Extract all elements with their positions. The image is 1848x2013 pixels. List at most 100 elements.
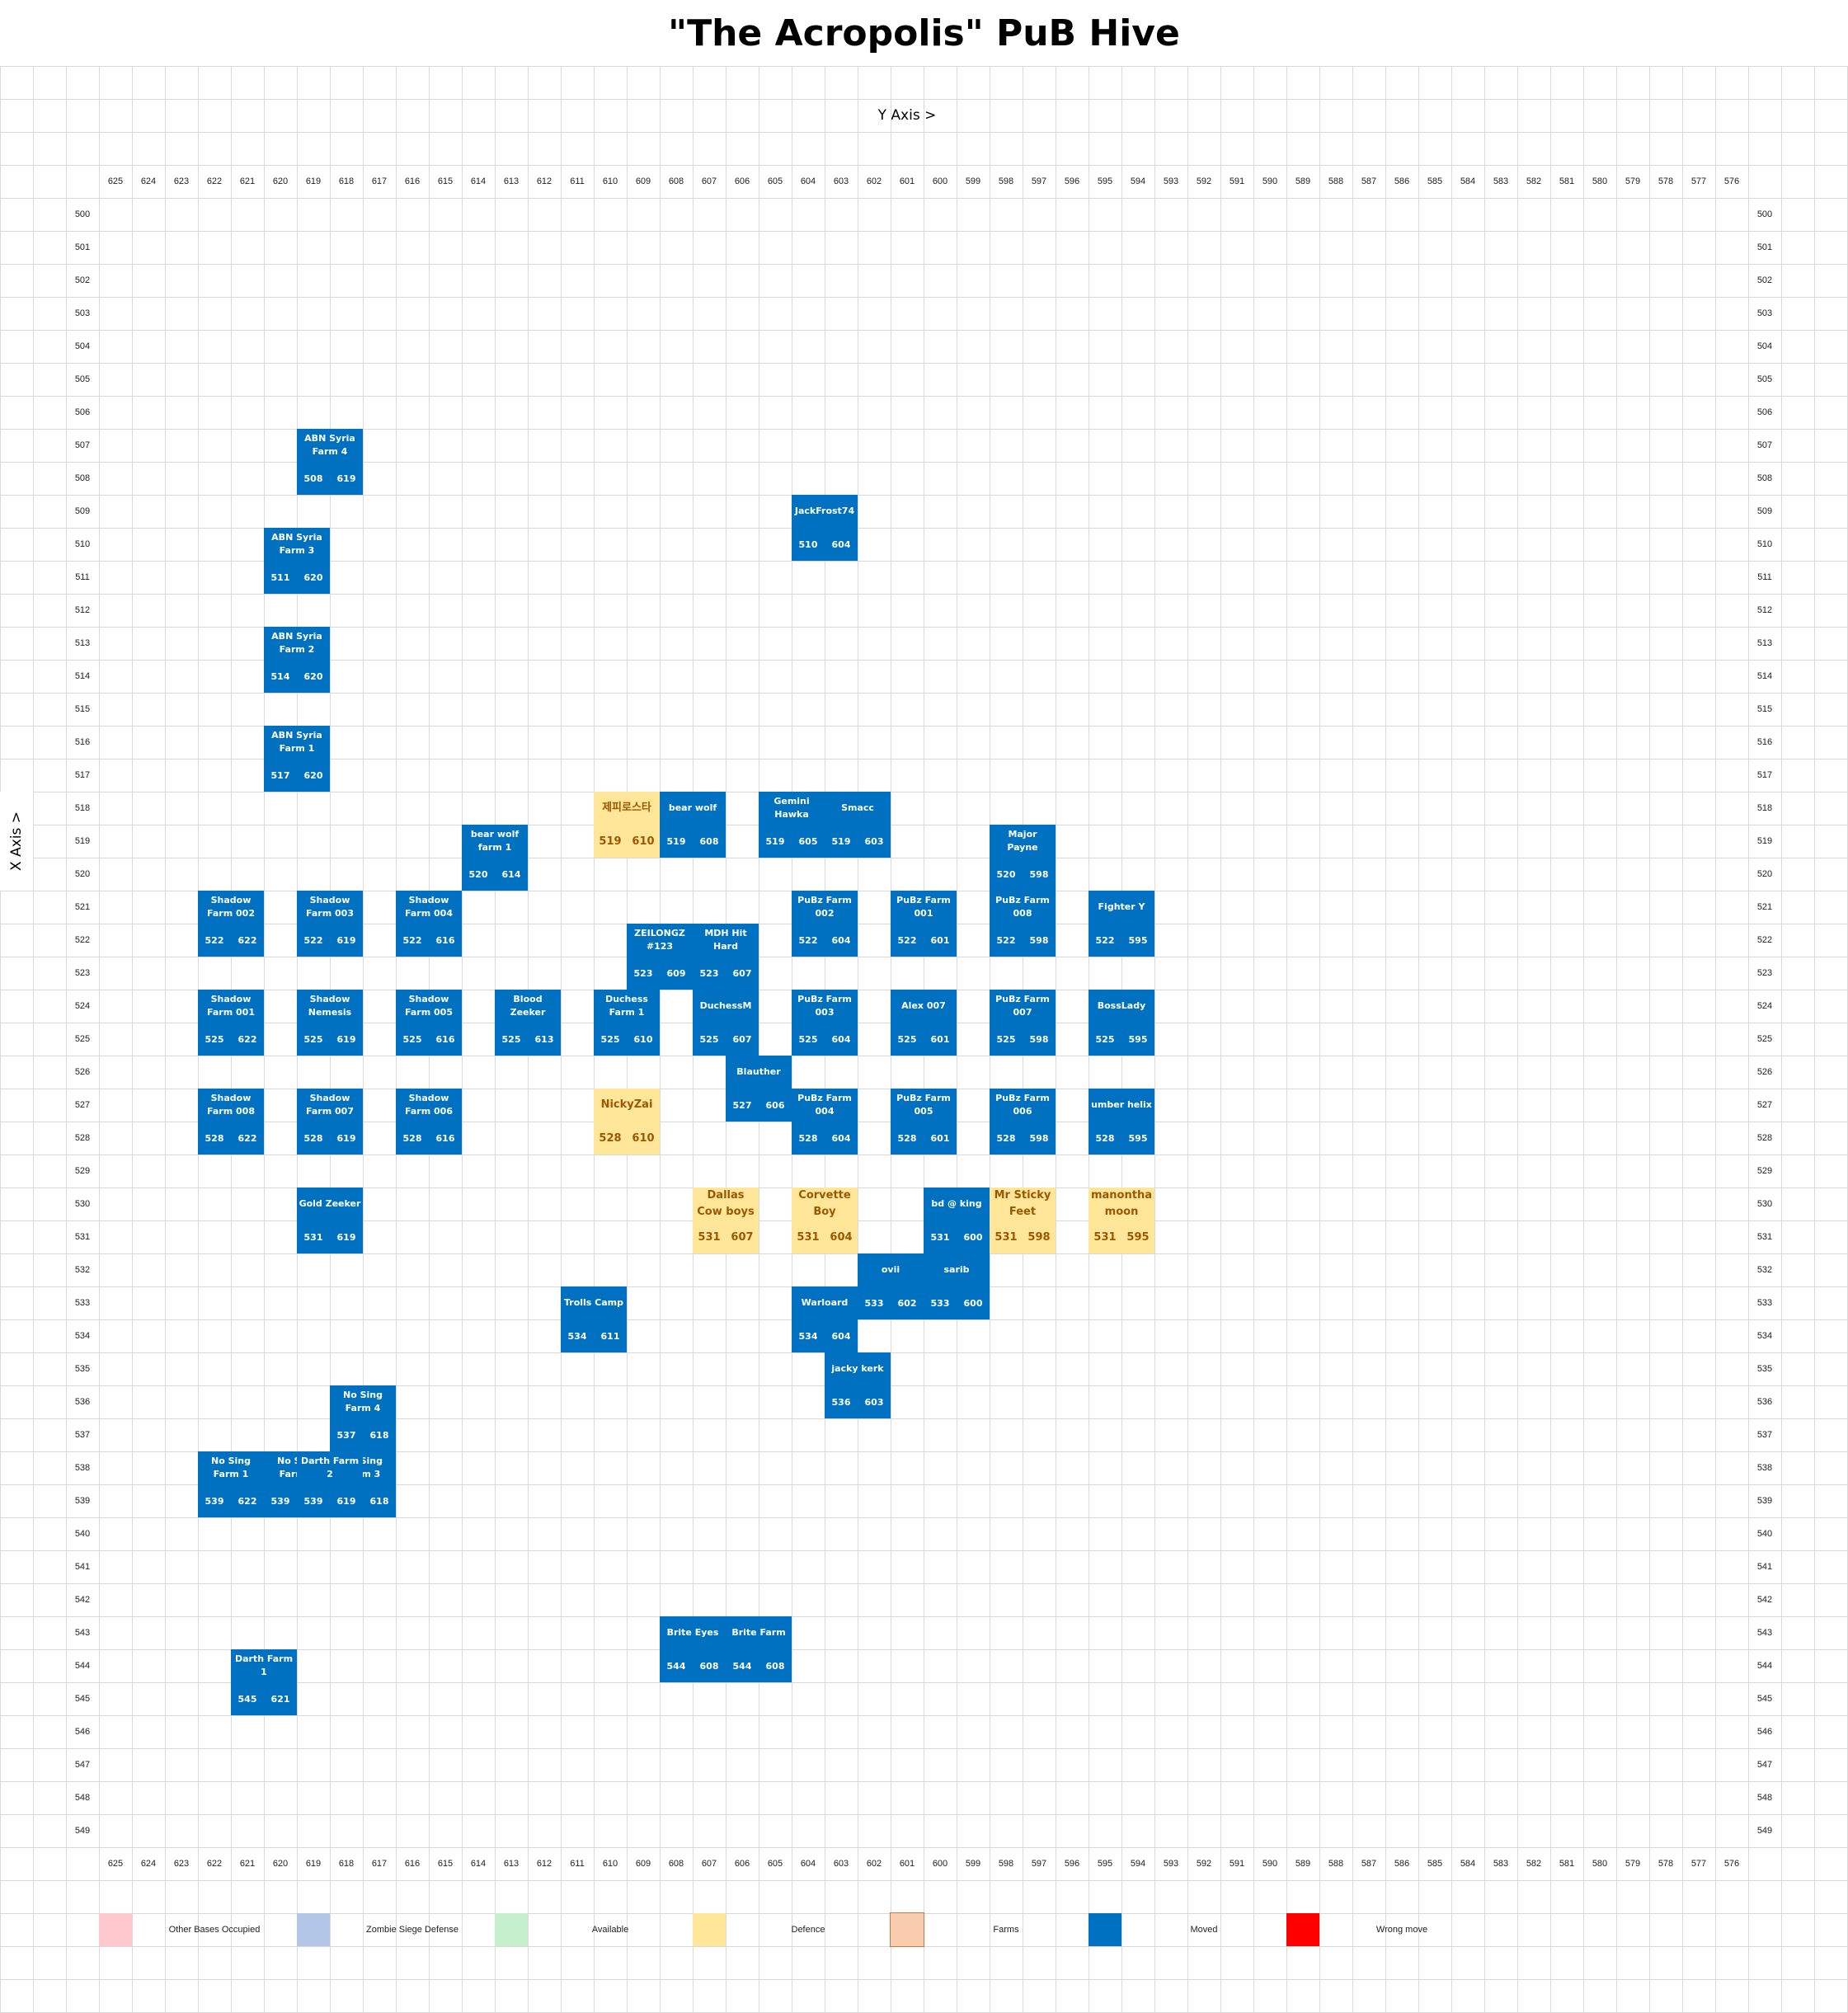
column-header[interactable]: 619	[305, 1859, 322, 1869]
row-header[interactable]: 508	[1756, 473, 1773, 483]
column-header[interactable]: 585	[1427, 176, 1443, 186]
column-header[interactable]: 616	[404, 176, 421, 186]
column-header[interactable]: 598	[998, 176, 1014, 186]
column-header[interactable]: 605	[767, 176, 783, 186]
base-tile[interactable]: bd @ king 531 600	[924, 1188, 990, 1253]
row-header[interactable]: 533	[1756, 1298, 1773, 1308]
row-header[interactable]: 509	[1756, 506, 1773, 516]
base-tile[interactable]: Shadow Farm 003 522 619	[297, 891, 363, 957]
column-header[interactable]: 621	[239, 1859, 256, 1869]
row-header[interactable]: 525	[1756, 1034, 1773, 1044]
column-header[interactable]: 590	[1262, 176, 1278, 186]
column-header[interactable]: 610	[602, 176, 618, 186]
column-header[interactable]: 601	[899, 176, 915, 186]
base-tile[interactable]: Major Payne 520 598	[990, 825, 1056, 891]
column-header[interactable]: 592	[1196, 1859, 1212, 1869]
row-header[interactable]: 545	[74, 1694, 91, 1704]
base-tile[interactable]: manontha moon 531 595	[1089, 1188, 1154, 1253]
row-header[interactable]: 548	[74, 1793, 91, 1803]
row-header[interactable]: 511	[1757, 572, 1772, 582]
column-header[interactable]: 625	[107, 1859, 124, 1869]
row-header[interactable]: 500	[74, 209, 91, 219]
row-header[interactable]: 510	[74, 539, 91, 549]
column-header[interactable]: 608	[668, 176, 684, 186]
column-header[interactable]: 600	[932, 1859, 948, 1869]
row-header[interactable]: 520	[1756, 869, 1773, 879]
base-tile[interactable]: PuBz Farm 008 522 598	[990, 891, 1056, 957]
column-header[interactable]: 579	[1625, 1859, 1641, 1869]
column-header[interactable]: 594	[1130, 1859, 1146, 1869]
row-header[interactable]: 543	[74, 1628, 91, 1638]
column-header[interactable]: 587	[1361, 176, 1377, 186]
row-header[interactable]: 546	[1756, 1727, 1773, 1737]
column-header[interactable]: 591	[1229, 1859, 1245, 1869]
row-header[interactable]: 525	[74, 1034, 91, 1044]
base-tile[interactable]: PuBz Farm 005 528 601	[891, 1089, 957, 1155]
row-header[interactable]: 520	[74, 869, 91, 879]
row-header[interactable]: 512	[1756, 605, 1773, 615]
column-header[interactable]: 612	[536, 1859, 553, 1869]
column-header[interactable]: 599	[965, 1859, 981, 1869]
base-tile[interactable]: sarib 533 600	[924, 1253, 990, 1319]
column-header[interactable]: 597	[1031, 1859, 1047, 1869]
column-header[interactable]: 616	[404, 1859, 421, 1869]
row-header[interactable]: 537	[1756, 1430, 1773, 1440]
row-header[interactable]: 516	[1756, 737, 1773, 747]
row-header[interactable]: 519	[1756, 836, 1773, 846]
column-header[interactable]: 621	[239, 176, 256, 186]
row-header[interactable]: 526	[74, 1067, 91, 1077]
column-header[interactable]: 604	[800, 176, 816, 186]
row-header[interactable]: 546	[74, 1727, 91, 1737]
column-header[interactable]: 614	[470, 1859, 487, 1869]
row-header[interactable]: 505	[74, 374, 91, 384]
base-tile[interactable]: umber helix 528 595	[1089, 1089, 1154, 1155]
row-header[interactable]: 542	[74, 1595, 91, 1605]
base-tile[interactable]: No Sing Farm 4 537 618	[330, 1385, 396, 1451]
row-header[interactable]: 509	[74, 506, 91, 516]
base-tile[interactable]: Corvette Boy 531 604	[792, 1188, 858, 1253]
column-header[interactable]: 611	[570, 1859, 585, 1869]
base-tile[interactable]: ABN Syria Farm 1 517 620	[264, 726, 330, 792]
column-header[interactable]: 601	[899, 1859, 915, 1869]
base-tile[interactable]: ZEILONGZ #123 523 609	[627, 924, 693, 990]
column-header[interactable]: 591	[1229, 176, 1245, 186]
column-header[interactable]: 622	[206, 176, 223, 186]
base-tile[interactable]: Gold Zeeker 531 619	[297, 1188, 363, 1253]
base-tile[interactable]: MDH Hit Hard 523 607	[693, 924, 759, 990]
column-header[interactable]: 590	[1262, 1859, 1278, 1869]
row-header[interactable]: 513	[74, 638, 91, 648]
base-tile[interactable]: ovii 533 602	[858, 1253, 924, 1319]
column-header[interactable]: 613	[503, 176, 520, 186]
base-tile[interactable]: Shadow Farm 001 525 622	[198, 990, 264, 1056]
base-tile[interactable]: Gemini Hawka 519 605	[759, 792, 825, 858]
base-tile[interactable]: PuBz Farm 001 522 601	[891, 891, 957, 957]
row-header[interactable]: 515	[1756, 704, 1773, 714]
row-header[interactable]: 523	[74, 968, 91, 978]
row-header[interactable]: 500	[1756, 209, 1773, 219]
column-header[interactable]: 580	[1592, 1859, 1608, 1869]
row-header[interactable]: 506	[74, 407, 91, 417]
row-header[interactable]: 503	[1756, 308, 1773, 318]
row-header[interactable]: 519	[74, 836, 91, 846]
column-header[interactable]: 592	[1196, 176, 1212, 186]
row-header[interactable]: 501	[1756, 242, 1773, 252]
base-tile[interactable]: PuBz Farm 006 528 598	[990, 1089, 1056, 1155]
column-header[interactable]: 602	[866, 176, 882, 186]
row-header[interactable]: 521	[74, 902, 91, 912]
column-header[interactable]: 589	[1295, 1859, 1311, 1869]
column-header[interactable]: 620	[272, 176, 289, 186]
base-tile[interactable]: Shadow Farm 002 522 622	[198, 891, 264, 957]
column-header[interactable]: 584	[1460, 176, 1476, 186]
base-tile[interactable]: Shadow Farm 005 525 616	[396, 990, 462, 1056]
column-header[interactable]: 608	[668, 1859, 684, 1869]
row-header[interactable]: 517	[1756, 770, 1773, 780]
row-header[interactable]: 547	[74, 1760, 91, 1770]
row-header[interactable]: 541	[74, 1562, 91, 1572]
row-header[interactable]: 528	[74, 1133, 91, 1143]
row-header[interactable]: 502	[1756, 275, 1773, 285]
column-header[interactable]: 576	[1723, 1859, 1740, 1869]
column-header[interactable]: 595	[1097, 1859, 1113, 1869]
column-header[interactable]: 624	[140, 1859, 157, 1869]
row-header[interactable]: 507	[1756, 440, 1773, 450]
base-tile[interactable]: Dallas Cow boys 531 607	[693, 1188, 759, 1253]
